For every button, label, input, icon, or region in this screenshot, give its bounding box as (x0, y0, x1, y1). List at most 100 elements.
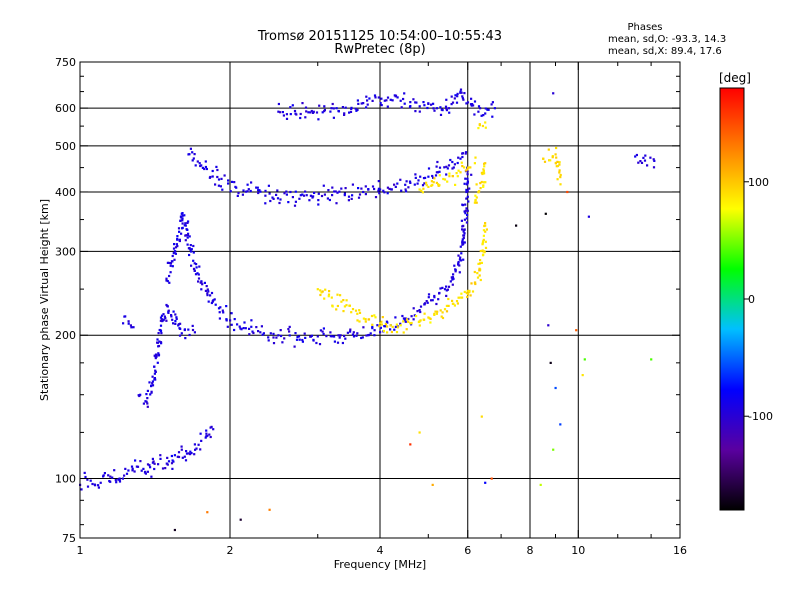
o-mode-point (445, 285, 448, 288)
x-mode-point (483, 172, 486, 175)
x-mode-point (406, 318, 409, 321)
o-mode-point (468, 187, 471, 190)
x-mode-point (481, 124, 484, 128)
o-mode-point (134, 459, 137, 462)
x-mode-point (358, 320, 361, 323)
o-mode-point (357, 102, 360, 105)
x-mode-point (481, 172, 484, 176)
o-mode-point (189, 147, 192, 150)
o-mode-point (412, 307, 415, 310)
o-mode-point (194, 273, 198, 276)
o-mode-point (419, 175, 422, 178)
o-mode-point (457, 262, 460, 265)
y-tick-label: 750 (55, 56, 76, 69)
o-mode-point (364, 185, 367, 188)
x-mode-point (460, 292, 463, 295)
o-mode-point (214, 303, 217, 306)
o-mode-point (291, 196, 294, 199)
o-mode-point (97, 486, 100, 489)
x-mode-point (354, 309, 358, 312)
noise-point (409, 443, 412, 446)
o-mode-point (394, 185, 397, 188)
noise-point (549, 361, 552, 364)
o-mode-point (653, 159, 656, 162)
x-mode-point (473, 201, 476, 204)
o-mode-point (373, 94, 377, 97)
o-mode-point (252, 331, 255, 335)
o-mode-point (183, 214, 186, 217)
o-mode-point (124, 467, 127, 470)
o-mode-point (245, 190, 248, 193)
o-mode-point (325, 335, 328, 338)
o-mode-point (184, 234, 187, 237)
o-mode-point (217, 178, 221, 181)
o-mode-point (646, 164, 649, 167)
o-mode-point (151, 461, 154, 464)
x-mode-point (370, 314, 374, 318)
o-mode-point (204, 160, 207, 163)
o-mode-point (649, 156, 652, 159)
o-mode-point (362, 326, 365, 329)
o-mode-point (460, 252, 463, 255)
o-mode-point (157, 463, 160, 466)
o-mode-point (193, 269, 196, 272)
o-mode-point (86, 478, 89, 481)
o-mode-point (459, 91, 462, 94)
o-mode-point (170, 315, 173, 318)
o-mode-point (462, 234, 466, 237)
y-tick-label: 200 (55, 329, 76, 342)
o-mode-point (414, 101, 417, 104)
x-mode-point (374, 316, 377, 319)
o-mode-point (349, 330, 352, 333)
x-mode-point (380, 323, 383, 326)
o-mode-point (347, 199, 350, 202)
o-mode-point (220, 177, 223, 180)
o-mode-point (144, 400, 147, 403)
o-mode-point (312, 111, 315, 114)
o-mode-point (348, 111, 351, 114)
x-mode-point (484, 121, 487, 124)
o-mode-point (237, 192, 240, 195)
o-mode-point (285, 113, 288, 116)
axes: 1 2 4 6 8 10 16 75 100 200 300 400 500 600 750 (55, 56, 687, 557)
x-mode-point (474, 194, 477, 197)
o-mode-point (233, 181, 236, 184)
x-mode-point (559, 176, 562, 179)
x-mode-point (319, 293, 322, 297)
o-mode-point (344, 337, 347, 340)
x-mode-point (373, 314, 376, 317)
o-mode-point (187, 220, 190, 223)
o-mode-point (386, 96, 390, 99)
o-mode-point (466, 170, 469, 173)
o-mode-point (193, 331, 196, 334)
stats-title: Phases (627, 22, 662, 33)
o-mode-point (291, 104, 294, 107)
o-mode-point (465, 217, 468, 220)
o-mode-point (197, 277, 201, 280)
o-mode-point (419, 310, 422, 314)
o-mode-point (451, 101, 455, 104)
o-mode-point (447, 107, 451, 110)
o-mode-point (343, 194, 346, 197)
x-mode-point (331, 305, 334, 308)
o-mode-point (211, 300, 214, 303)
o-mode-point (407, 317, 410, 321)
o-mode-point (197, 280, 200, 283)
o-mode-point (249, 189, 252, 193)
o-mode-point (195, 447, 198, 450)
o-mode-point (195, 266, 198, 269)
o-mode-point (455, 101, 459, 104)
o-mode-point (153, 377, 156, 380)
x-mode-point (382, 329, 385, 333)
o-mode-point (301, 193, 304, 196)
o-mode-point (127, 469, 130, 472)
o-mode-point (399, 99, 402, 102)
x-mode-point (482, 184, 485, 187)
o-mode-point (187, 232, 190, 235)
o-mode-point (352, 331, 355, 334)
o-mode-point (445, 165, 448, 168)
x-mode-point (348, 304, 351, 307)
o-mode-point (338, 190, 341, 193)
o-mode-point (464, 177, 467, 180)
o-mode-point (236, 194, 239, 197)
